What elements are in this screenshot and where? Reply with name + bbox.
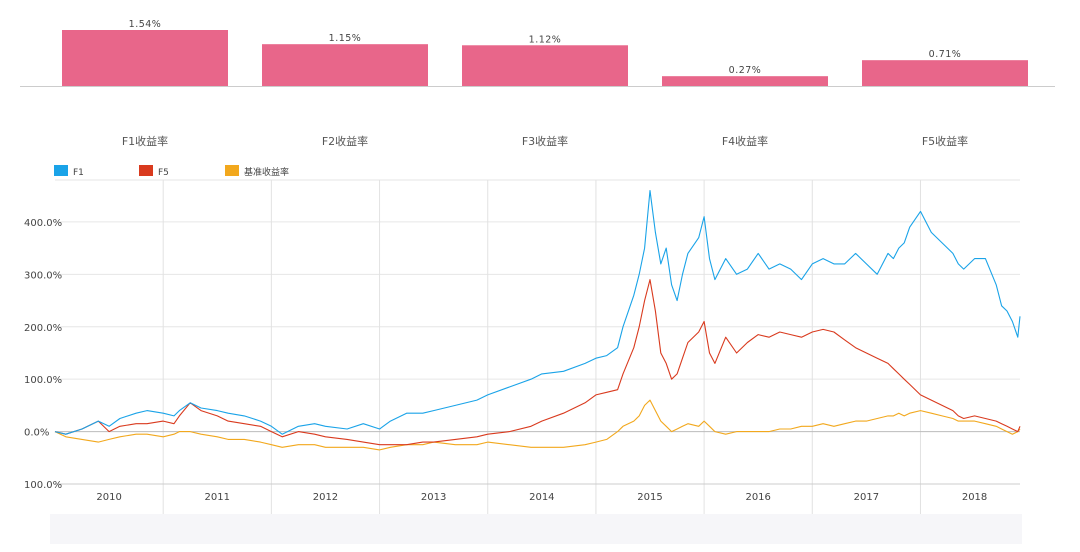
x-tick-label: 2012 bbox=[313, 492, 338, 503]
bar bbox=[62, 30, 228, 86]
y-tick-label: 400.0% bbox=[24, 218, 62, 229]
y-tick-label: 200.0% bbox=[24, 323, 62, 334]
legend-swatch bbox=[225, 165, 239, 176]
legend-swatch bbox=[54, 165, 68, 176]
y-tick-label: 100.0% bbox=[24, 480, 62, 491]
legend-label: F5 bbox=[158, 168, 169, 178]
bar-category-label: F4收益率 bbox=[722, 134, 768, 148]
x-tick-label: 2017 bbox=[854, 492, 879, 503]
bar-value-label: 1.15% bbox=[329, 33, 362, 44]
line-chart: 400.0% 300.0% 200.0% 100.0% 0.0% 100.0% 2010 20… bbox=[24, 165, 1022, 544]
x-tick-label: 2013 bbox=[421, 492, 446, 503]
x-tick-label: 2015 bbox=[637, 492, 662, 503]
navigator-band bbox=[50, 514, 1022, 544]
bar-category-label: F5收益率 bbox=[922, 134, 968, 148]
bar-category-label: F2收益率 bbox=[322, 134, 368, 148]
bar bbox=[662, 76, 828, 86]
bar-value-label: 1.54% bbox=[129, 19, 162, 30]
x-tick-label: 2014 bbox=[529, 492, 554, 503]
bar-value-label: 1.12% bbox=[529, 34, 562, 45]
bar-category-label: F3收益率 bbox=[522, 134, 568, 148]
bar-category-label: F1收益率 bbox=[122, 134, 168, 148]
legend-swatch bbox=[139, 165, 153, 176]
x-tick-label: 2016 bbox=[745, 492, 770, 503]
y-tick-label: 0.0% bbox=[24, 428, 49, 439]
series-line-f5 bbox=[54, 279, 1021, 446]
bar-value-label: 0.27% bbox=[729, 65, 762, 76]
legend-label: F1 bbox=[73, 168, 84, 178]
x-tick-label: 2018 bbox=[962, 492, 987, 503]
x-tick-label: 2010 bbox=[96, 492, 121, 503]
y-tick-label: 100.0% bbox=[24, 375, 62, 386]
bar-value-label: 0.71% bbox=[929, 49, 962, 60]
y-tick-label: 300.0% bbox=[24, 270, 62, 281]
bar-chart: 1.54% F1收益率 1.15% F2收益率 1.12% F3收益率 0.27% F4收益率… bbox=[20, 19, 1055, 148]
bar bbox=[462, 45, 628, 86]
series-line-benchmark bbox=[54, 399, 1021, 451]
x-tick-label: 2011 bbox=[205, 492, 230, 503]
bar bbox=[262, 44, 428, 86]
bar bbox=[862, 60, 1028, 86]
series-line-f1 bbox=[54, 189, 1021, 435]
legend-label: 基准收益率 bbox=[244, 166, 289, 178]
